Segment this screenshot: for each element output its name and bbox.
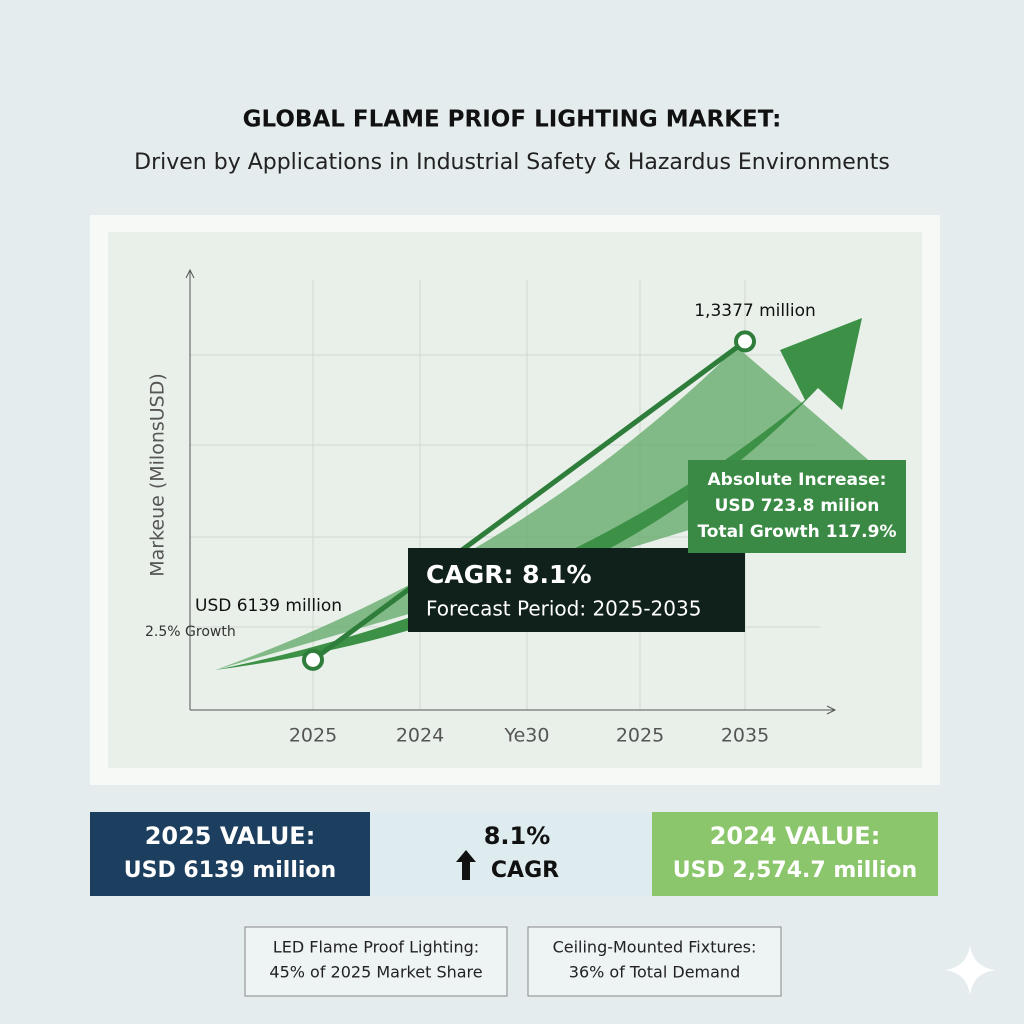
x-tick-label: 2024 xyxy=(396,725,444,747)
stat-label: 8.1% xyxy=(484,822,551,850)
increase-box xyxy=(688,460,906,553)
cagr-box xyxy=(408,548,745,632)
axis-arrow xyxy=(185,268,837,715)
x-tick-label: 2025 xyxy=(616,725,664,747)
note-text: 36% of Total Demand xyxy=(569,963,740,982)
growth-note: 2.5% Growth xyxy=(145,624,236,640)
increase-text: Total Growth 117.9% xyxy=(697,522,896,542)
note-text: LED Flame Proof Lighting: xyxy=(273,938,479,957)
forecast-text: Forecast Period: 2025-2035 xyxy=(426,597,701,621)
note-text: Ceiling-Mounted Fixtures: xyxy=(553,938,757,957)
title: GLOBAL FLAME PRIOF LIGHTING MARKET: xyxy=(243,107,782,133)
point xyxy=(302,648,324,671)
cagr-text: CAGR: 8.1% xyxy=(426,560,592,589)
stat-label: 2024 VALUE: xyxy=(710,822,881,850)
stat-box xyxy=(90,812,370,896)
x-tick-label: Ye30 xyxy=(504,725,550,747)
x-tick-label: 2025 xyxy=(289,725,337,747)
notes-row: LED Flame Proof Lighting: 45% of 2025 Mar… xyxy=(244,926,782,997)
stats-row: 2025 VALUE: USD 6139 million 8.1% CAGR 2024 … xyxy=(90,812,938,896)
note-box xyxy=(527,926,782,997)
increase-text: USD 723.8 milion xyxy=(715,496,880,516)
note-box xyxy=(244,926,508,997)
stat-box xyxy=(652,812,938,896)
point xyxy=(734,330,756,353)
growth-arrow xyxy=(215,318,862,670)
y-axis-label: Markeue (MilonsUSD) xyxy=(147,373,169,577)
sparkle-icon xyxy=(945,945,995,995)
x-tick-label: 2035 xyxy=(721,725,769,747)
increase-text: Absolute Increase: xyxy=(708,470,887,490)
data-label: 1,3377 million xyxy=(694,301,816,321)
stat-value: CAGR xyxy=(491,858,559,883)
plot: Markeue (MilonsUSD) 2025 2024 Ye30 2025 2035 U… xyxy=(145,268,906,747)
up-arrow-icon xyxy=(456,850,476,880)
subtitle: Driven by Applications in Industrial Saf… xyxy=(134,150,890,175)
growth-area xyxy=(215,347,880,670)
note-text: 45% of 2025 Market Share xyxy=(269,963,482,982)
line xyxy=(311,339,747,662)
stat-label: 2025 VALUE: xyxy=(145,822,316,850)
stat-box xyxy=(370,812,652,896)
stat-value: USD 6139 million xyxy=(124,858,336,883)
data-label: USD 6139 million xyxy=(195,596,342,616)
stat-value: USD 2,574.7 million xyxy=(673,858,917,883)
